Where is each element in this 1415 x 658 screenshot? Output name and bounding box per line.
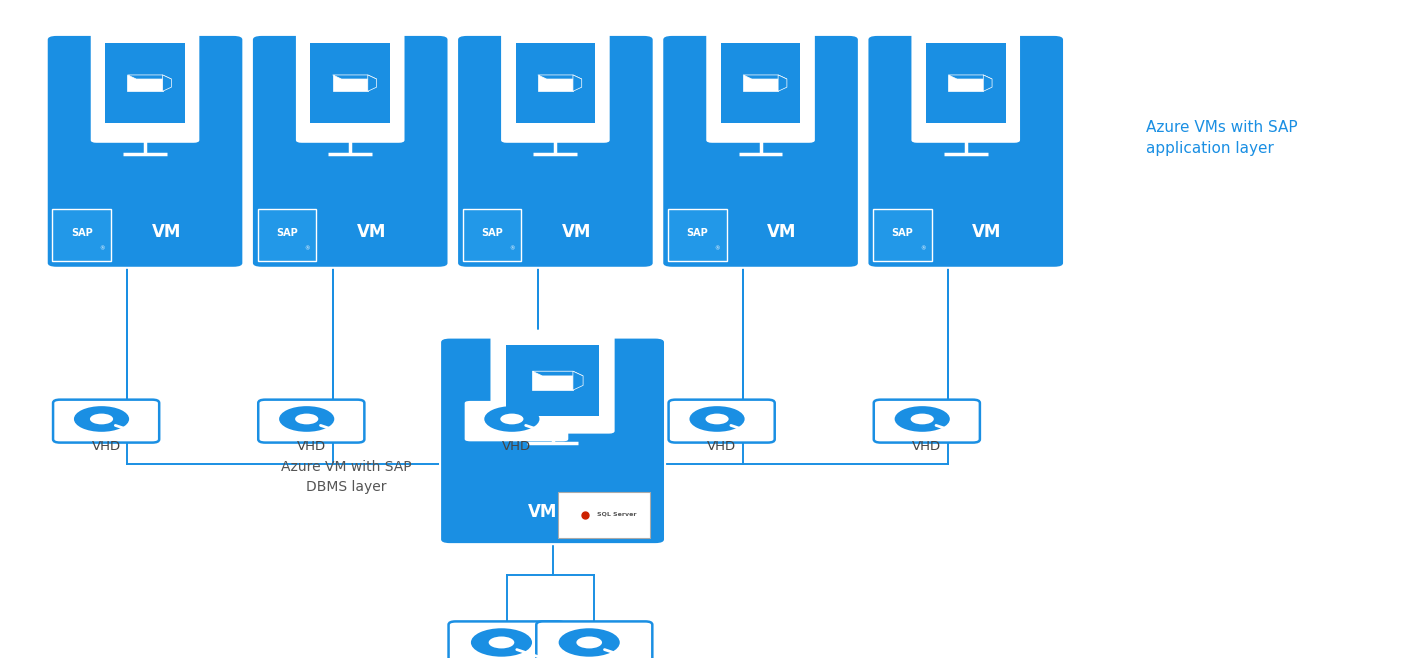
Circle shape — [488, 636, 514, 648]
FancyBboxPatch shape — [558, 492, 649, 538]
FancyBboxPatch shape — [536, 621, 652, 658]
Circle shape — [471, 628, 532, 657]
FancyBboxPatch shape — [501, 26, 610, 143]
FancyBboxPatch shape — [252, 35, 449, 268]
Text: SAP: SAP — [276, 228, 297, 238]
Text: VHD: VHD — [502, 440, 531, 453]
Polygon shape — [743, 75, 778, 91]
Polygon shape — [778, 75, 787, 91]
FancyBboxPatch shape — [440, 338, 665, 544]
Text: SAP: SAP — [891, 228, 913, 238]
FancyBboxPatch shape — [463, 209, 521, 261]
Text: Azure VM with SAP
DBMS layer: Azure VM with SAP DBMS layer — [282, 461, 412, 494]
Circle shape — [91, 414, 113, 424]
Polygon shape — [532, 371, 573, 390]
Polygon shape — [127, 75, 171, 79]
Circle shape — [689, 406, 744, 432]
Polygon shape — [983, 75, 992, 91]
FancyBboxPatch shape — [515, 43, 596, 124]
Circle shape — [559, 628, 620, 657]
FancyBboxPatch shape — [925, 43, 1006, 124]
Text: VM: VM — [528, 503, 558, 521]
FancyBboxPatch shape — [52, 209, 110, 261]
Polygon shape — [948, 75, 992, 79]
Text: VM: VM — [357, 223, 386, 241]
Polygon shape — [333, 75, 368, 91]
FancyBboxPatch shape — [105, 43, 185, 124]
Polygon shape — [743, 75, 787, 79]
FancyBboxPatch shape — [54, 399, 158, 443]
Text: VM: VM — [562, 223, 591, 241]
FancyBboxPatch shape — [258, 399, 365, 443]
Text: VM: VM — [972, 223, 1002, 241]
Text: ®: ® — [509, 247, 515, 251]
FancyBboxPatch shape — [873, 209, 931, 261]
Circle shape — [576, 636, 601, 648]
Polygon shape — [163, 75, 171, 91]
FancyBboxPatch shape — [720, 43, 801, 124]
Circle shape — [74, 406, 129, 432]
Polygon shape — [532, 371, 583, 376]
Circle shape — [296, 414, 318, 424]
Text: VHD: VHD — [708, 440, 736, 453]
Text: SAP: SAP — [71, 228, 92, 238]
Text: ®: ® — [715, 247, 720, 251]
FancyBboxPatch shape — [449, 621, 565, 658]
FancyBboxPatch shape — [491, 330, 614, 434]
Circle shape — [706, 414, 729, 424]
Text: VHD: VHD — [92, 440, 120, 453]
Text: VHD: VHD — [913, 440, 941, 453]
FancyBboxPatch shape — [91, 26, 200, 143]
Polygon shape — [948, 75, 983, 91]
Circle shape — [279, 406, 334, 432]
Polygon shape — [538, 75, 582, 79]
FancyBboxPatch shape — [662, 35, 859, 268]
FancyBboxPatch shape — [258, 209, 316, 261]
FancyBboxPatch shape — [911, 26, 1020, 143]
Text: Azure VMs with SAP
application layer: Azure VMs with SAP application layer — [1146, 120, 1298, 156]
Text: SQL Server: SQL Server — [597, 511, 637, 516]
Text: ®: ® — [99, 247, 105, 251]
Text: ®: ® — [304, 247, 310, 251]
FancyBboxPatch shape — [706, 26, 815, 143]
FancyBboxPatch shape — [874, 399, 979, 443]
FancyBboxPatch shape — [457, 35, 654, 268]
FancyBboxPatch shape — [464, 399, 569, 443]
Circle shape — [501, 414, 524, 424]
Text: VM: VM — [767, 223, 797, 241]
Text: VHD: VHD — [297, 440, 325, 453]
Polygon shape — [127, 75, 163, 91]
Text: ®: ® — [920, 247, 925, 251]
Text: VM: VM — [151, 223, 181, 241]
FancyBboxPatch shape — [310, 43, 391, 124]
FancyBboxPatch shape — [867, 35, 1064, 268]
Polygon shape — [333, 75, 376, 79]
Polygon shape — [538, 75, 573, 91]
Circle shape — [894, 406, 949, 432]
FancyBboxPatch shape — [296, 26, 405, 143]
Circle shape — [484, 406, 539, 432]
Polygon shape — [368, 75, 376, 91]
FancyBboxPatch shape — [47, 35, 243, 268]
Circle shape — [911, 414, 934, 424]
Text: SAP: SAP — [481, 228, 502, 238]
FancyBboxPatch shape — [669, 399, 775, 443]
Polygon shape — [573, 75, 582, 91]
Text: SAP: SAP — [686, 228, 708, 238]
FancyBboxPatch shape — [668, 209, 727, 261]
FancyBboxPatch shape — [507, 345, 599, 417]
Polygon shape — [573, 371, 583, 390]
